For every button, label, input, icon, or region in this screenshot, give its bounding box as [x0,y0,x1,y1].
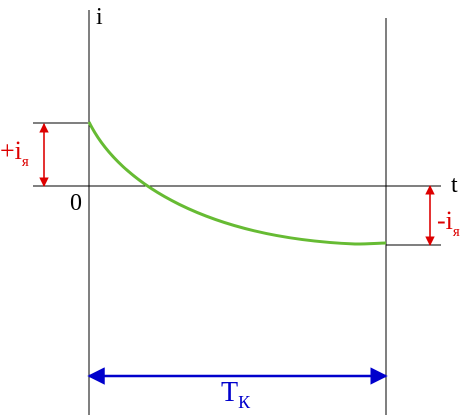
origin-label: 0 [70,190,82,216]
current-curve [87,121,387,246]
plus-i-label: +iя [0,136,29,170]
y-axis-label: i [96,4,103,30]
minus-i-label: -iя [437,206,460,240]
x-axis-label: t [451,172,458,198]
period-label: TК [221,377,251,412]
